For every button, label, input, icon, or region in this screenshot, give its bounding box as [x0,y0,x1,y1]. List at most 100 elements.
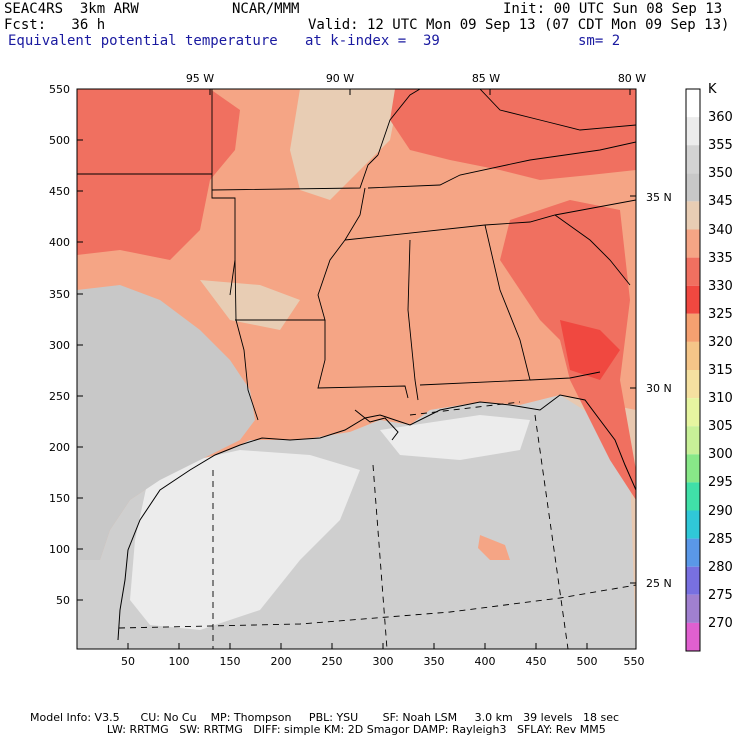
init-time: Init: 00 UTC Sun 08 Sep 13 [503,1,723,17]
colorbar-level-label: 270 [708,615,733,631]
texas-louisiana-border [234,259,259,421]
colorbar-swatch [686,229,700,258]
oklahoma-border [77,173,236,296]
tennessee-north-border [367,141,636,189]
map-field [77,89,636,649]
colorbar-level-label: 305 [708,419,733,435]
colorbar-swatch [686,426,700,455]
map-frame [76,88,637,650]
x-tick-label: 550 [623,655,645,668]
colorbar-level-label: 360 [708,110,733,126]
colorbar-swatch [686,594,700,623]
warm-core-northeast [390,89,636,180]
forecast-hour: Fcst: 36 h [4,17,106,33]
tan-band-north [290,89,400,200]
colorbar-level-label: 330 [708,278,733,294]
model-info-line1: Model Info: V3.5 CU: No Cu MP: Thompson … [30,711,620,724]
colorbar-swatch [686,257,700,286]
alabama-georgia-border [419,224,531,386]
colorbar-swatch [686,538,700,567]
level-info: at k-index = 39 [305,33,440,49]
colorbar-level-label: 295 [708,475,733,491]
x-tick-label: 200 [270,655,292,668]
colorbar-level-label: 325 [708,306,733,322]
state-borders [77,89,636,421]
colorbar-level-label: 280 [708,559,733,575]
y-tick-label: 100 [49,543,70,556]
lon-label: 80 W [617,72,647,85]
kentucky-border [377,89,421,156]
colorbar-level-label: 350 [708,166,733,182]
colorbar [685,88,701,652]
colorbar-level-label: 345 [708,194,733,210]
latlon-grid [118,401,636,649]
lat-label: 25 N [646,577,672,590]
axis-ticks [77,88,637,649]
texas-grey-region [77,285,255,560]
y-tick-label: 350 [49,288,70,301]
y-tick-label: 300 [49,339,70,352]
institution-label: NCAR/MMM [232,1,300,17]
y-tick-label: 250 [49,390,70,403]
warm-max-southeast [560,320,620,380]
colorbar-swatch [686,398,700,427]
coastline [117,394,636,641]
colorbar-swatch [686,454,700,483]
x-tick-label: 450 [525,655,547,668]
x-tick-label: 100 [168,655,190,668]
colorbar-swatch [686,117,700,146]
parallel-30n-offshore [409,401,521,416]
x-tick-label: 250 [321,655,343,668]
y-tick-label: 200 [49,441,70,454]
colorbar-level-label: 335 [708,250,733,266]
colorbar-level-label: 315 [708,363,733,378]
lon-label: 85 W [471,72,501,85]
colorbar-swatch [686,566,700,595]
meridian-90w [372,464,388,649]
colorbar-swatch [686,510,700,539]
y-tick-label: 400 [49,236,70,249]
field-name: Equivalent potential temperature [8,33,278,49]
arkansas-north-border [211,154,379,191]
colorbar-level-label: 300 [708,447,733,463]
colorbar-frame [685,88,701,652]
x-tick-label: 400 [474,655,496,668]
gulf-warm-spot [478,535,510,560]
parallel-25n [118,584,636,629]
colorbar-swatch [686,89,700,118]
x-tick-label: 500 [576,655,598,668]
y-tick-label: 500 [49,134,70,147]
x-tick-label: 300 [372,655,394,668]
colorbar-swatch [686,313,700,342]
x-tick-label: 150 [219,655,241,668]
y-tick-label: 550 [49,83,70,96]
lat-label: 30 N [646,382,672,395]
model-title: SEAC4RS 3km ARW [4,1,139,17]
model-info-line2: LW: RRTMG SW: RRTMG DIFF: simple KM: 2D … [30,723,606,736]
y-tick-label: 50 [56,594,70,607]
gulf-cool-patch [130,450,360,630]
colorbar-swatch [686,285,700,314]
x-tick-label: 350 [423,655,445,668]
colorbar-swatch [686,622,700,651]
georgia-florida-border [529,371,601,381]
lat-label: 35 N [646,191,672,204]
colorbar-level-label: 285 [708,531,733,547]
colorbar-swatch [686,341,700,370]
colorbar-swatch [686,201,700,230]
colorbar-level-label: 290 [708,503,733,519]
colorbar-unit: K [708,82,717,97]
x-tick-label: 50 [121,655,135,668]
gulf-cool-patch-east [380,415,530,460]
y-tick-label: 150 [49,492,70,505]
y-tick-label: 450 [49,185,70,198]
colorbar-swatch [686,370,700,399]
lon-label: 95 W [185,72,215,85]
lon-label: 90 W [325,72,355,85]
colorbar-level-label: 340 [708,222,733,238]
colorbar-swatch [686,173,700,202]
colorbar-level-label: 275 [708,587,733,603]
warm-core-northwest [77,89,240,260]
virginia-border [479,89,636,131]
